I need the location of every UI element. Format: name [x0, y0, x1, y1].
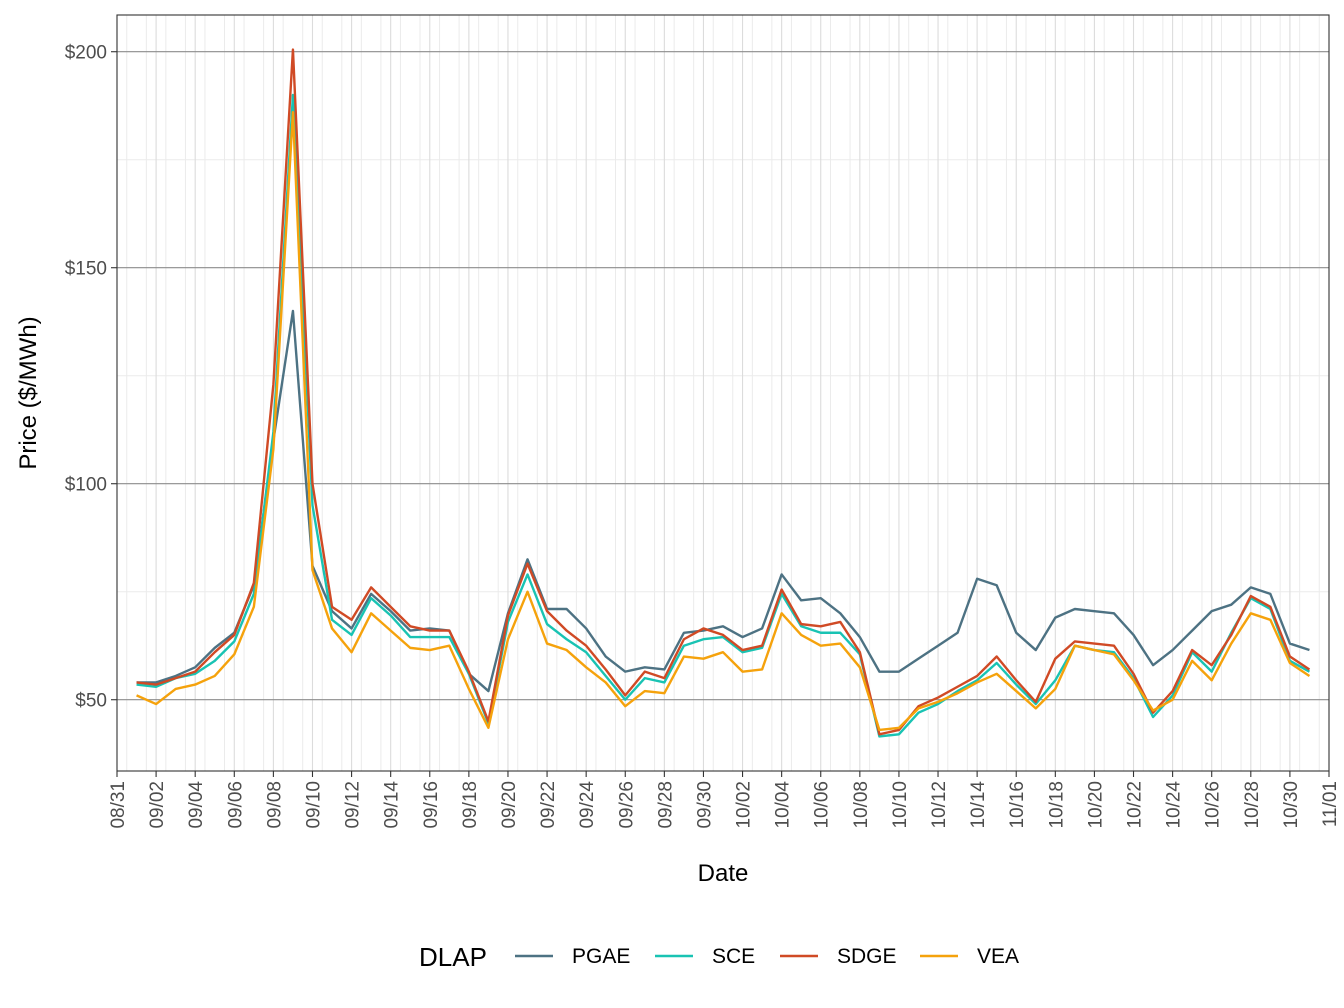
y-tick-label: $50 — [75, 691, 107, 712]
x-tick-label: 10/08 — [851, 781, 872, 829]
x-tick-label: 09/16 — [421, 781, 442, 829]
x-tick-label: 09/18 — [460, 781, 481, 829]
legend-items: PGAE SCE SDGE VEA — [515, 945, 1019, 968]
x-tick-label: 09/08 — [264, 781, 285, 829]
x-tick-label: 10/30 — [1281, 781, 1302, 829]
x-tick-label: 10/04 — [773, 781, 794, 829]
x-tick-label: 09/12 — [343, 781, 364, 829]
x-tick-label: 09/10 — [303, 781, 324, 829]
x-tick-label: 10/22 — [1125, 781, 1146, 829]
x-tick-label: 10/12 — [929, 781, 950, 829]
series-line-pgae — [136, 309, 1310, 693]
x-tick-label: 10/20 — [1085, 781, 1106, 829]
legend-label-sce: SCE — [712, 945, 755, 968]
x-axis: 08/31 09/02 09/04 09/06 09/08 09/10 09/12 09/14… — [108, 771, 1341, 829]
major-gridlines — [116, 15, 1330, 771]
x-tick-label: 08/31 — [108, 781, 129, 829]
y-tick-label: $150 — [65, 259, 107, 280]
series-line-sce — [136, 93, 1311, 738]
x-tick-label: 09/28 — [655, 781, 676, 829]
y-axis: $50 $100 $150 $200 — [65, 43, 117, 712]
plot-panel-border — [116, 14, 1330, 772]
legend-label-sdge: SDGE — [837, 945, 897, 968]
x-tick-label: 10/14 — [968, 781, 989, 829]
series-lines — [136, 48, 1311, 738]
legend-label-vea: VEA — [977, 945, 1019, 968]
x-tick-label: 09/30 — [694, 781, 715, 829]
x-axis-title: Date — [698, 860, 749, 887]
x-tick-label: 10/16 — [1007, 781, 1028, 829]
series-line-sdge — [136, 48, 1311, 736]
legend-label-pgae: PGAE — [572, 945, 630, 968]
x-tick-label: 10/06 — [812, 781, 833, 829]
x-tick-label: 10/28 — [1242, 781, 1263, 829]
series-line-vea — [136, 110, 1311, 732]
x-tick-label: 09/22 — [538, 781, 559, 829]
y-tick-label: $100 — [65, 475, 107, 496]
x-tick-label: 10/10 — [890, 781, 911, 829]
x-tick-label: 10/02 — [734, 781, 755, 829]
y-tick-label: $200 — [65, 43, 107, 64]
x-tick-label: 09/02 — [147, 781, 168, 829]
x-tick-label: 10/24 — [1164, 781, 1185, 829]
x-tick-label: 09/06 — [225, 781, 246, 829]
x-tick-label: 10/26 — [1203, 781, 1224, 829]
x-tick-label: 09/20 — [499, 781, 520, 829]
legend: DLAP PGAE SCE SDGE VEA — [419, 942, 1019, 972]
legend-title: DLAP — [419, 942, 487, 972]
x-tick-label: 09/04 — [186, 781, 207, 829]
y-axis-title: Price ($/MWh) — [15, 316, 42, 469]
x-tick-label: 10/18 — [1046, 781, 1067, 829]
x-tick-label: 09/14 — [382, 781, 403, 829]
x-tick-label: 09/26 — [616, 781, 637, 829]
x-tick-label: 09/24 — [577, 781, 598, 829]
x-tick-label: 11/01 — [1320, 781, 1341, 827]
